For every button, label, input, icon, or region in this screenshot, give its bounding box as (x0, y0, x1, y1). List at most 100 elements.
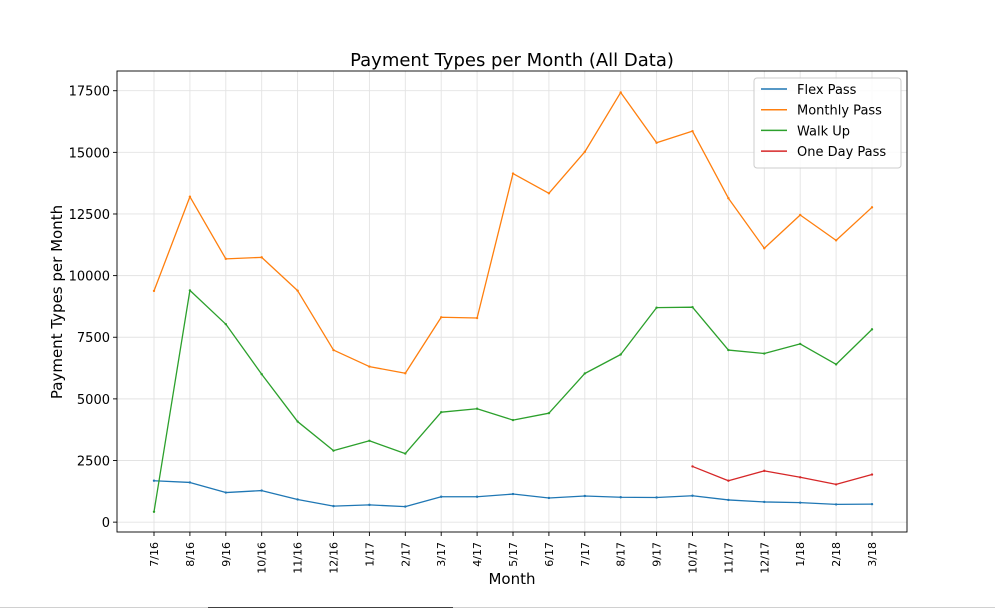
legend-label: One Day Pass (797, 145, 886, 160)
y-tick-label: 7500 (77, 331, 110, 346)
data-point (583, 150, 586, 154)
bottom-border (0, 607, 995, 608)
x-axis-ticks: 7/16 8/16 9/16 10/16 11/16 12/16 1/17 2/17 3/17 4… (148, 532, 879, 574)
plot-frame (116, 70, 908, 533)
data-point (834, 239, 838, 242)
data-point (152, 510, 156, 513)
legend-label: Monthly Pass (797, 104, 882, 119)
x-tick-label: 11/16 (292, 542, 305, 574)
data-point (188, 289, 192, 292)
data-point (440, 316, 443, 319)
chart-title: Payment Types per Month (All Data) (350, 50, 674, 71)
data-point (511, 172, 515, 175)
data-point (547, 192, 551, 195)
x-tick-label: 11/17 (722, 542, 735, 574)
data-point (655, 141, 658, 144)
x-tick-label: 5/17 (507, 542, 520, 567)
data-point (260, 489, 263, 492)
x-tick-label: 1/17 (363, 542, 376, 567)
data-point (691, 305, 694, 309)
series-line (692, 465, 873, 486)
data-point (799, 213, 802, 217)
data-point (296, 289, 299, 292)
legend: Flex Pass Monthly Pass Walk Up One Day Pass (753, 77, 902, 169)
x-tick-label: 9/16 (220, 542, 233, 567)
data-point (727, 197, 730, 200)
y-axis-label: Payment Types per Month (48, 205, 66, 399)
x-tick-label: 9/17 (651, 542, 664, 567)
series-flex-pass (152, 479, 874, 508)
data-point (763, 352, 766, 355)
data-point (152, 479, 156, 482)
data-point (799, 501, 802, 504)
data-point (727, 498, 730, 502)
data-point (834, 483, 838, 486)
data-point (691, 129, 694, 133)
grid (117, 71, 907, 532)
x-tick-label: 4/17 (471, 542, 484, 567)
data-point (583, 372, 586, 375)
data-point (332, 504, 335, 508)
data-point (475, 495, 479, 498)
y-tick-label: 10000 (69, 270, 110, 285)
data-point (763, 469, 766, 473)
data-point (332, 348, 335, 352)
data-point (404, 452, 407, 455)
x-tick-label: 10/16 (256, 542, 269, 574)
data-point (224, 322, 227, 326)
data-point (368, 439, 371, 442)
x-tick-label: 12/17 (758, 542, 771, 574)
data-point (727, 479, 730, 482)
data-point (763, 247, 766, 250)
data-point (870, 502, 874, 506)
data-point (870, 473, 874, 476)
data-point (332, 449, 335, 452)
data-point (547, 496, 551, 500)
data-point (619, 353, 622, 356)
data-point (870, 328, 874, 331)
data-point (475, 407, 479, 410)
x-tick-label: 12/16 (328, 542, 341, 574)
data-point (870, 206, 874, 209)
x-tick-label: 3/18 (866, 542, 879, 567)
data-point (763, 500, 766, 504)
data-point (475, 316, 479, 320)
data-point (188, 195, 192, 198)
data-point (799, 476, 802, 479)
data-point (834, 363, 838, 366)
data-point (152, 289, 156, 293)
data-point (799, 342, 802, 346)
data-point (440, 495, 443, 498)
data-point (368, 503, 371, 507)
series-one-day-pass (691, 465, 874, 486)
data-point (655, 496, 658, 499)
x-tick-label: 1/18 (794, 542, 807, 567)
x-axis-label: Month (488, 570, 535, 588)
data-point (404, 505, 407, 508)
y-axis-ticks: 0 2500 5000 7500 10000 12500 15000 17500 (69, 85, 117, 531)
series-lines (152, 91, 874, 513)
data-point (404, 372, 407, 375)
data-point (834, 503, 838, 506)
data-point (224, 257, 227, 261)
x-tick-label: 10/17 (687, 542, 700, 574)
legend-box (753, 77, 902, 169)
x-tick-label: 8/17 (615, 542, 628, 567)
x-tick-label: 8/16 (184, 542, 197, 567)
y-tick-label: 17500 (69, 85, 110, 100)
data-point (224, 491, 227, 494)
data-point (619, 91, 622, 94)
data-point (368, 365, 371, 368)
data-point (547, 411, 551, 415)
x-tick-label: 2/17 (399, 542, 412, 567)
bottom-border-accent (208, 607, 453, 608)
x-tick-label: 7/17 (579, 542, 592, 567)
data-point (691, 465, 694, 468)
data-point (260, 256, 263, 259)
data-point (440, 410, 443, 414)
series-walk-up (152, 289, 874, 513)
data-point (583, 494, 586, 498)
data-point (619, 496, 622, 499)
y-tick-label: 5000 (77, 393, 110, 408)
